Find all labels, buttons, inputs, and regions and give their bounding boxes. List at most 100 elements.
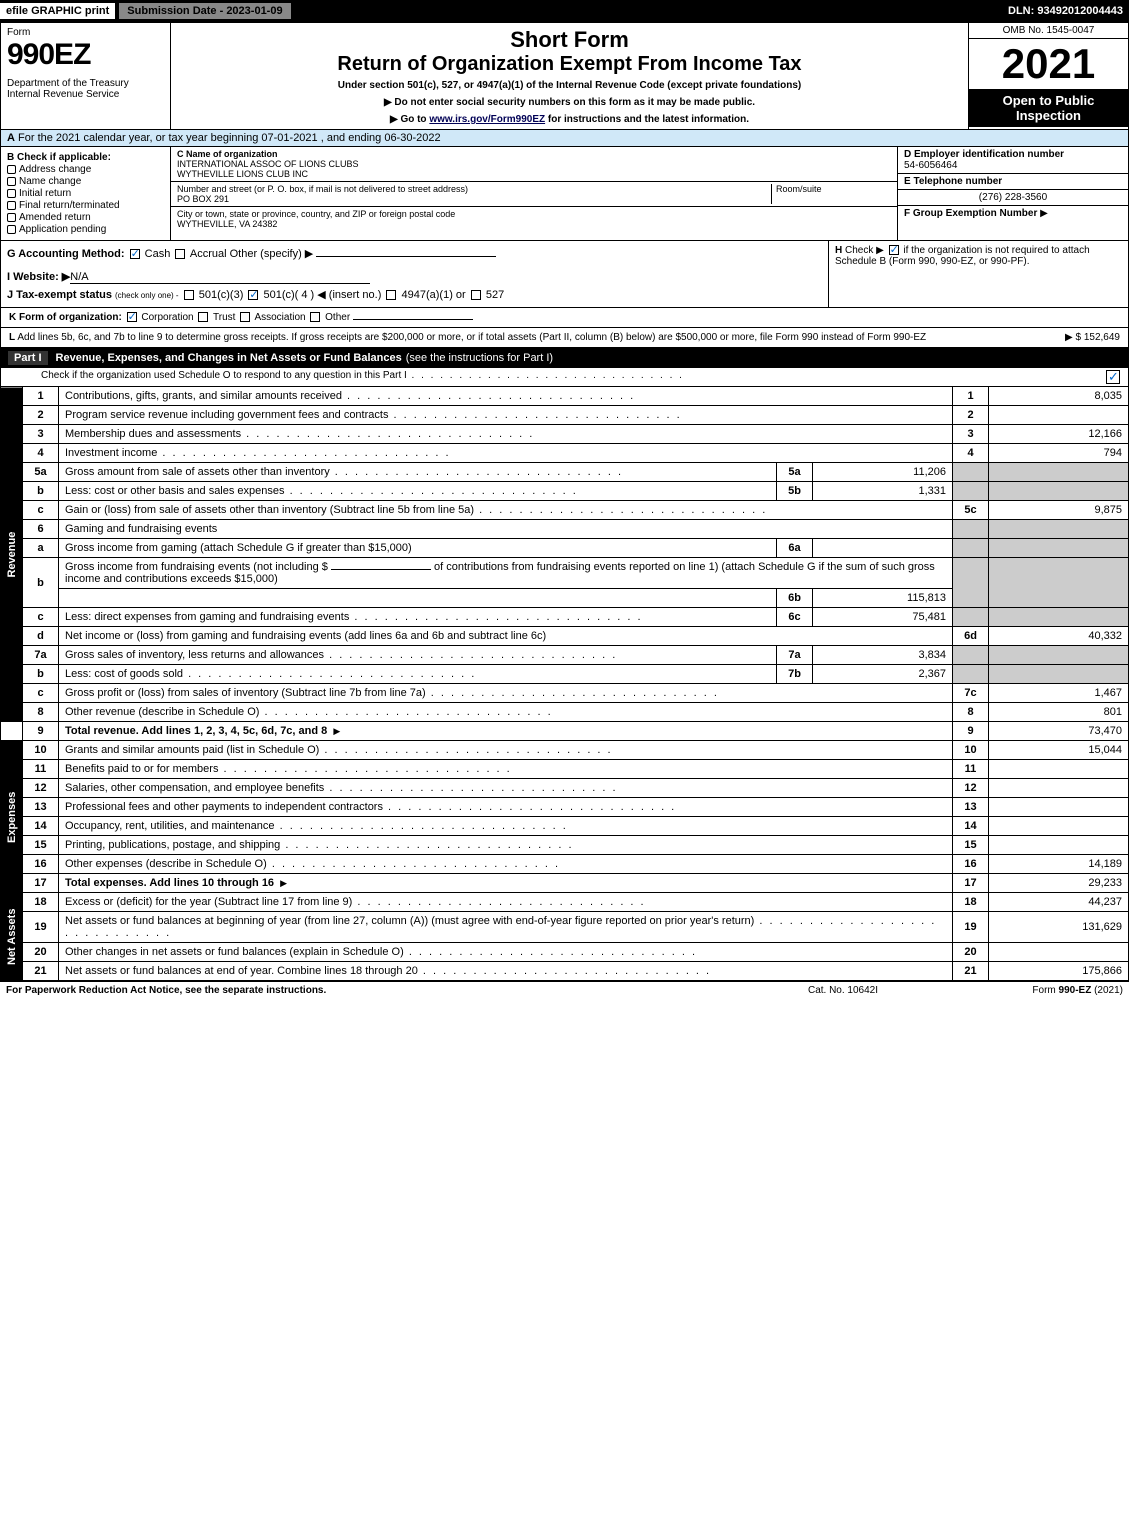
phone-value: (276) 228-3560 [898, 190, 1128, 206]
label-a: A [7, 132, 15, 144]
footer-left: For Paperwork Reduction Act Notice, see … [6, 985, 743, 996]
j-sub: (check only one) - [115, 291, 179, 300]
form-label: Form [7, 27, 164, 38]
line-7b: b Less: cost of goods sold 7b 2,367 [1, 665, 1129, 684]
g-cash: Cash [145, 248, 171, 260]
org-city: WYTHEVILLE, VA 24382 [177, 219, 891, 229]
part-label: Part I [8, 351, 48, 365]
checkbox-accrual[interactable] [175, 249, 185, 259]
line-15: 15Printing, publications, postage, and s… [1, 836, 1129, 855]
f-block: F Group Exemption Number ▶ [898, 206, 1128, 221]
part-sub: (see the instructions for Part I) [406, 352, 553, 364]
line-3: 3 Membership dues and assessments 3 12,1… [1, 425, 1129, 444]
checkbox-cash[interactable] [130, 249, 140, 259]
header-right: OMB No. 1545-0047 2021 Open to Public In… [968, 23, 1128, 129]
h-text1: Check ▶ [845, 245, 884, 256]
j-label: J Tax-exempt status [7, 289, 112, 301]
checkbox-corp[interactable] [127, 312, 137, 322]
line-1-val: 8,035 [989, 387, 1129, 406]
checkbox-501c3[interactable] [184, 290, 194, 300]
sidebar-netassets: Net Assets [1, 893, 23, 981]
b-item-1: Name change [7, 176, 164, 187]
checkbox-527[interactable] [471, 290, 481, 300]
line-4: 4 Investment income 4 794 [1, 444, 1129, 463]
col-c: C Name of organization INTERNATIONAL ASS… [171, 147, 898, 240]
checkbox-assoc[interactable] [240, 312, 250, 322]
line-5a: 5a Gross amount from sale of assets othe… [1, 463, 1129, 482]
row-gh: G Accounting Method: Cash Accrual Other … [0, 241, 1129, 308]
6b-blank [331, 569, 431, 570]
c-city-block: City or town, state or province, country… [171, 207, 897, 231]
b-item-2: Initial return [7, 188, 164, 199]
j-opt-1: 501(c)( 4 ) ◀ (insert no.) [263, 289, 381, 301]
checkbox-icon[interactable] [7, 177, 16, 186]
efile-label: efile GRAPHIC print [0, 3, 115, 19]
line-11: 11Benefits paid to or for members11 [1, 760, 1129, 779]
header-left: Form 990EZ Department of the Treasury In… [1, 23, 171, 129]
j-block: J Tax-exempt status (check only one) - 5… [7, 288, 822, 301]
short-form-label: Short Form [179, 27, 960, 53]
line-17: 17Total expenses. Add lines 10 through 1… [1, 874, 1129, 893]
sidebar-revenue: Revenue [1, 387, 23, 722]
dln: DLN: 93492012004443 [1008, 5, 1129, 17]
form-number: 990EZ [7, 38, 164, 72]
arrow-icon [330, 725, 343, 737]
check-schedule-o: Check if the organization used Schedule … [0, 368, 1129, 387]
addr-label: Number and street (or P. O. box, if mail… [177, 184, 771, 194]
k-opt-1: Trust [213, 312, 235, 323]
note-link: ▶ Go to www.irs.gov/Form990EZ for instru… [179, 114, 960, 125]
line-12: 12Salaries, other compensation, and empl… [1, 779, 1129, 798]
j-opt-3: 527 [486, 289, 504, 301]
j-opt-2: 4947(a)(1) or [402, 289, 466, 301]
e-label: E Telephone number [898, 174, 1128, 190]
g-other-line [316, 256, 496, 257]
row-a: A For the 2021 calendar year, or tax yea… [0, 130, 1129, 147]
line-5b: b Less: cost or other basis and sales ex… [1, 482, 1129, 501]
line-2: 2 Program service revenue including gove… [1, 406, 1129, 425]
checkbox-icon[interactable] [7, 189, 16, 198]
col-de: D Employer identification number 54-6056… [898, 147, 1128, 240]
line-1: Revenue 1 Contributions, gifts, grants, … [1, 387, 1129, 406]
b-item-5: Application pending [7, 224, 164, 235]
org-name-1: INTERNATIONAL ASSOC OF LIONS CLUBS [177, 159, 891, 169]
h-label: H [835, 245, 842, 256]
checkbox-501c[interactable] [248, 290, 258, 300]
k-opt-3: Other [325, 312, 350, 323]
g-other: Other (specify) ▶ [230, 248, 314, 260]
room-suite-label: Room/suite [771, 184, 891, 204]
line-20: 20Other changes in net assets or fund ba… [1, 943, 1129, 962]
l-amount: ▶ $ 152,649 [1065, 332, 1120, 343]
row-l: L Add lines 5b, 6c, and 7b to line 9 to … [0, 328, 1129, 348]
checkbox-icon[interactable] [7, 201, 16, 210]
b-item-3: Final return/terminated [7, 200, 164, 211]
checkbox-other[interactable] [310, 312, 320, 322]
g-block: G Accounting Method: Cash Accrual Other … [1, 241, 828, 307]
g-label: G Accounting Method: [7, 248, 125, 260]
line-13: 13Professional fees and other payments t… [1, 798, 1129, 817]
checkbox-4947[interactable] [386, 290, 396, 300]
checkbox-trust[interactable] [198, 312, 208, 322]
line-6b: b Gross income from fundraising events (… [1, 558, 1129, 589]
line-8: 8 Other revenue (describe in Schedule O)… [1, 703, 1129, 722]
line-6: 6 Gaming and fundraising events [1, 520, 1129, 539]
checkbox-h[interactable] [889, 245, 899, 255]
checkbox-icon[interactable] [7, 213, 16, 222]
line-9: 9 Total revenue. Add lines 1, 2, 3, 4, 5… [1, 722, 1129, 741]
label-b: B [7, 152, 14, 163]
checkbox-icon[interactable] [7, 165, 16, 174]
line-6b-desc: Gross income from fundraising events (no… [59, 558, 953, 589]
header-center: Short Form Return of Organization Exempt… [171, 23, 968, 129]
c-addr-block: Number and street (or P. O. box, if mail… [171, 182, 897, 207]
l-label: L [9, 332, 15, 343]
k-other-line [353, 319, 473, 320]
line-1-desc: Contributions, gifts, grants, and simila… [59, 387, 953, 406]
checkbox-icon[interactable] [7, 225, 16, 234]
j-opt-0: 501(c)(3) [199, 289, 244, 301]
line-19: 19Net assets or fund balances at beginni… [1, 912, 1129, 943]
d-label: D Employer identification number [904, 149, 1064, 160]
checkbox-schedule-o[interactable] [1106, 370, 1120, 384]
row-k: K Form of organization: Corporation Trus… [0, 308, 1129, 328]
k-opt-0: Corporation [141, 312, 193, 323]
arrow-icon [277, 877, 290, 889]
irs-link[interactable]: www.irs.gov/Form990EZ [429, 114, 545, 125]
